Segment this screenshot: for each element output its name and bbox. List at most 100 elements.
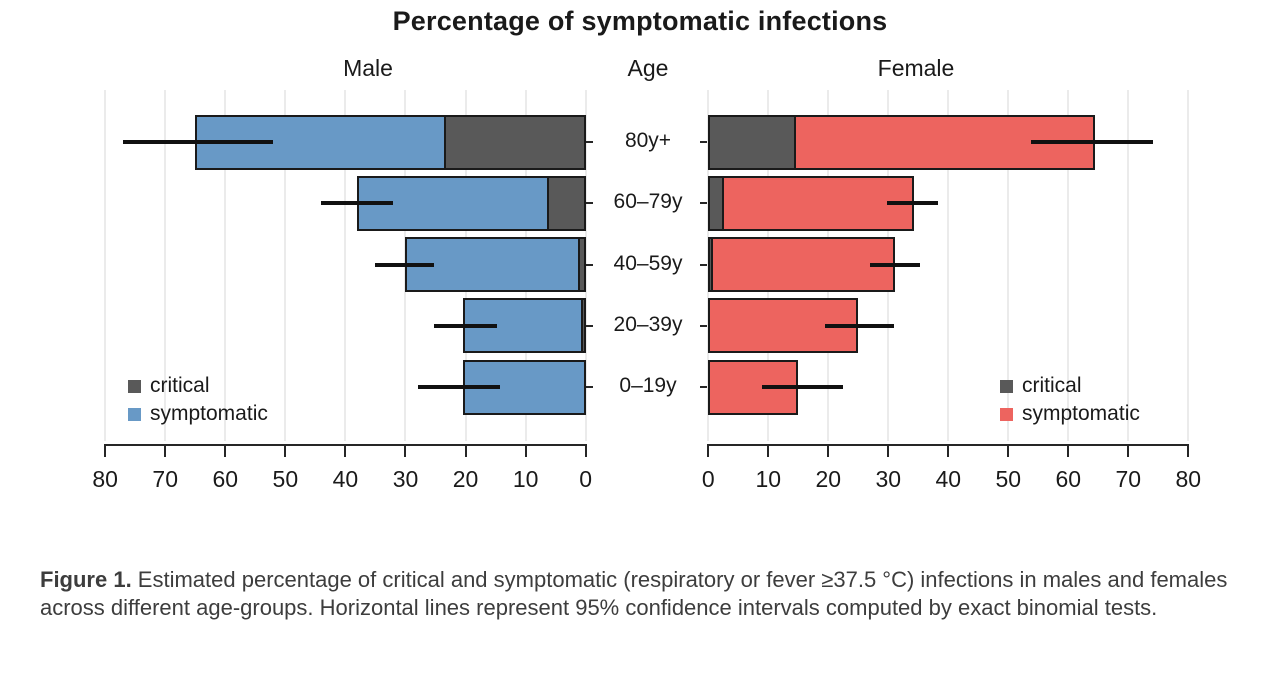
- gridline-female-50: [1007, 90, 1010, 441]
- age-tick-female-4: [700, 386, 707, 389]
- age-group-label-4: 0–19y: [619, 374, 677, 398]
- panel-header-male: Male: [343, 55, 393, 81]
- axis-tick-label-male-10: 10: [512, 466, 539, 492]
- age-tick-male-4: [586, 386, 593, 389]
- gridline-female-60: [1067, 90, 1070, 441]
- axis-tick-label-female-20: 20: [815, 466, 842, 492]
- figure-caption-label: Figure 1.: [40, 567, 132, 592]
- axis-tick-label-female-50: 50: [995, 466, 1022, 492]
- bar-critical-male-2: [578, 237, 586, 293]
- axis-tick-label-female-10: 10: [755, 466, 782, 492]
- gridline-male-40: [344, 90, 347, 441]
- ci-female-0: [1031, 140, 1154, 144]
- axis-tick-female-60: [1067, 444, 1070, 457]
- axis-tick-female-70: [1127, 444, 1130, 457]
- bar-female-40-59y: [708, 237, 895, 293]
- ci-female-4: [761, 385, 844, 390]
- axis-tick-male-30: [404, 444, 407, 457]
- age-tick-male-1: [586, 202, 593, 205]
- axis-tick-label-female-60: 60: [1055, 466, 1082, 492]
- gridline-male-0: [584, 90, 587, 441]
- legend-swatch-male-critical: [128, 380, 141, 393]
- age-tick-male-3: [586, 324, 593, 327]
- ci-male-1: [321, 201, 394, 206]
- legend-label-male-symptomatic: symptomatic: [150, 402, 268, 425]
- axis-tick-label-male-50: 50: [272, 466, 299, 492]
- axis-tick-male-50: [284, 444, 287, 457]
- gridline-male-70: [164, 90, 167, 441]
- axis-tick-female-80: [1187, 444, 1190, 457]
- axis-tick-female-50: [1007, 444, 1010, 457]
- gridline-female-80: [1187, 90, 1190, 441]
- axis-tick-label-female-40: 40: [935, 466, 962, 492]
- age-tick-female-2: [700, 263, 707, 266]
- bar-critical-female-2: [708, 237, 714, 293]
- gridline-male-50: [284, 90, 287, 441]
- axis-tick-female-20: [827, 444, 830, 457]
- ci-female-1: [886, 201, 939, 206]
- figure-caption-text: Estimated percentage of critical and sym…: [40, 567, 1228, 620]
- age-tick-female-0: [700, 141, 707, 143]
- axis-tick-male-60: [224, 444, 227, 457]
- axis-tick-label-male-0: 0: [579, 466, 593, 492]
- bar-critical-male-0: [443, 114, 586, 170]
- gridline-male-60: [224, 90, 227, 441]
- ci-female-3: [824, 323, 895, 328]
- ci-male-0: [123, 140, 274, 144]
- bar-critical-female-1: [708, 175, 725, 231]
- ci-male-4: [418, 385, 500, 390]
- age-tick-male-0: [586, 141, 593, 143]
- axis-tick-label-female-80: 80: [1175, 466, 1202, 492]
- bar-critical-female-0: [708, 114, 796, 170]
- gridline-female-40: [947, 90, 950, 441]
- age-tick-female-3: [700, 324, 707, 327]
- axis-tick-female-40: [947, 444, 950, 457]
- axis-tick-label-male-40: 40: [332, 466, 359, 492]
- legend-label-male-critical: critical: [150, 374, 210, 397]
- bar-critical-male-1: [547, 175, 586, 231]
- chart-title: Percentage of symptomatic infections: [392, 6, 888, 36]
- gridline-male-80: [104, 90, 107, 441]
- center-axis-title-age: Age: [627, 55, 669, 81]
- age-group-label-1: 60–79y: [613, 190, 683, 214]
- legend-swatch-male-symptomatic: [128, 408, 141, 421]
- axis-tick-label-male-30: 30: [392, 466, 419, 492]
- legend-swatch-female-critical: [1000, 380, 1013, 393]
- x-axis-female: [708, 444, 1189, 446]
- axis-tick-male-70: [164, 444, 167, 457]
- axis-tick-male-10: [524, 444, 527, 457]
- axis-tick-label-male-20: 20: [452, 466, 479, 492]
- axis-tick-female-30: [887, 444, 890, 457]
- axis-tick-female-0: [707, 444, 710, 457]
- age-tick-male-2: [586, 263, 593, 266]
- age-group-label-0: 80y+: [624, 129, 672, 152]
- axis-tick-label-female-30: 30: [875, 466, 902, 492]
- age-tick-female-1: [700, 202, 707, 205]
- axis-tick-male-40: [344, 444, 347, 457]
- legend-label-female-symptomatic: symptomatic: [1022, 402, 1140, 425]
- figure-caption: Figure 1. Estimated percentage of critic…: [40, 566, 1250, 622]
- ci-female-2: [869, 262, 921, 267]
- axis-tick-label-male-60: 60: [212, 466, 239, 492]
- legend-swatch-female-symptomatic: [1000, 408, 1013, 421]
- plot-area: 80 70 60 50 40 30 20 10 0 critical symptomatic 0 10 2…: [92, 90, 1202, 492]
- bar-female-60-79y: [708, 175, 915, 231]
- age-group-label-3: 20–39y: [613, 312, 683, 336]
- axis-tick-label-male-70: 70: [152, 466, 178, 492]
- ci-male-3: [433, 323, 498, 328]
- axis-tick-male-80: [104, 444, 107, 457]
- legend-label-female-critical: critical: [1022, 374, 1082, 397]
- panel-header-female: Female: [877, 55, 955, 81]
- axis-tick-male-20: [464, 444, 467, 457]
- gridline-female-70: [1127, 90, 1130, 441]
- age-group-label-2: 40–59y: [613, 251, 683, 275]
- axis-tick-label-female-70: 70: [1115, 466, 1142, 492]
- axis-tick-label-male-80: 80: [92, 466, 118, 492]
- x-axis-male: [105, 444, 586, 446]
- axis-tick-male-0: [584, 444, 587, 457]
- bar-critical-male-3: [581, 298, 586, 354]
- ci-male-2: [375, 262, 434, 267]
- axis-tick-female-10: [767, 444, 770, 457]
- axis-tick-label-female-0: 0: [701, 466, 715, 492]
